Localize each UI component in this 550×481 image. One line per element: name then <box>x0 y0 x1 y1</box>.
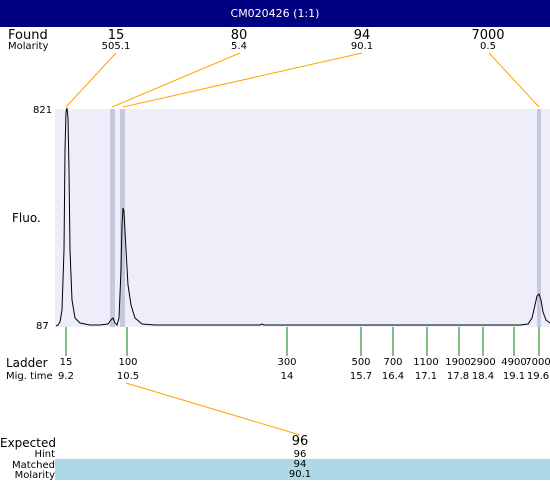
molarity-bottom-label: Molarity <box>14 470 55 481</box>
ladder-size: 100 <box>118 357 138 368</box>
molarity-value: 90.1 <box>288 469 312 480</box>
ladder-time: 15.7 <box>349 371 373 382</box>
expected-value: 96 <box>291 434 309 449</box>
ladder-size: 700 <box>383 357 403 368</box>
ladder-size: 2900 <box>470 357 496 368</box>
ladder-time: 17.8 <box>446 371 470 382</box>
connector-expected <box>125 382 301 436</box>
ladder-size: 1100 <box>413 357 439 368</box>
ladder-size: 4900 <box>501 357 527 368</box>
ladder-time: 9.2 <box>58 371 74 382</box>
matched-value: 94 <box>293 459 307 470</box>
found-label: Found <box>8 28 48 43</box>
fluorescence-trace <box>55 107 550 327</box>
hint-value: 96 <box>293 449 307 460</box>
window-title-bar: CM020426 (1:1) <box>0 0 550 27</box>
ladder-time: 17.1 <box>414 371 438 382</box>
mig-time-label: Mig. time <box>6 371 53 382</box>
found-peak-size: 80 <box>230 28 248 43</box>
matched-label: Matched <box>11 460 55 471</box>
connector-80 <box>111 52 241 108</box>
ladder-time: 19.1 <box>502 371 526 382</box>
ladder-label: Ladder <box>6 356 48 370</box>
y-axis-min: 87 <box>36 321 49 332</box>
found-peak-molarity: 90.1 <box>350 41 374 52</box>
molarity-label: Molarity <box>8 41 49 52</box>
ladder-size: 7000 <box>525 357 550 368</box>
ladder-size: 1900 <box>445 357 471 368</box>
found-peak-size: 94 <box>353 28 371 43</box>
y-axis-max: 821 <box>33 105 53 116</box>
result-bar <box>55 459 550 480</box>
ladder-size: 300 <box>277 357 297 368</box>
fluo-axis-label: Fluo. <box>12 211 41 225</box>
connector-7000 <box>488 52 540 108</box>
ladder-time: 10.5 <box>116 371 140 382</box>
ladder-time: 18.4 <box>471 371 495 382</box>
plot-area <box>55 109 550 327</box>
hint-label: Hint <box>34 449 55 460</box>
ladder-size: 500 <box>351 357 371 368</box>
window-title: CM020426 (1:1) <box>230 7 320 20</box>
ladder-ticks <box>65 327 540 356</box>
connector-94 <box>122 52 363 108</box>
ladder-time: 16.4 <box>381 371 405 382</box>
found-peak-molarity: 0.5 <box>480 41 496 52</box>
ladder-time: 19.6 <box>526 371 550 382</box>
ladder-size: 15 <box>59 357 73 368</box>
found-peak-size: 15 <box>107 28 125 43</box>
expected-label: Expected <box>0 436 56 450</box>
found-peak-molarity: 5.4 <box>231 41 247 52</box>
found-peak-molarity: 505.1 <box>101 41 131 52</box>
found-peak-size: 7000 <box>471 28 505 43</box>
marker-band-80 <box>110 109 115 327</box>
marker-band-7000 <box>537 109 541 327</box>
ladder-time: 14 <box>280 371 294 382</box>
connector-15 <box>65 52 117 108</box>
